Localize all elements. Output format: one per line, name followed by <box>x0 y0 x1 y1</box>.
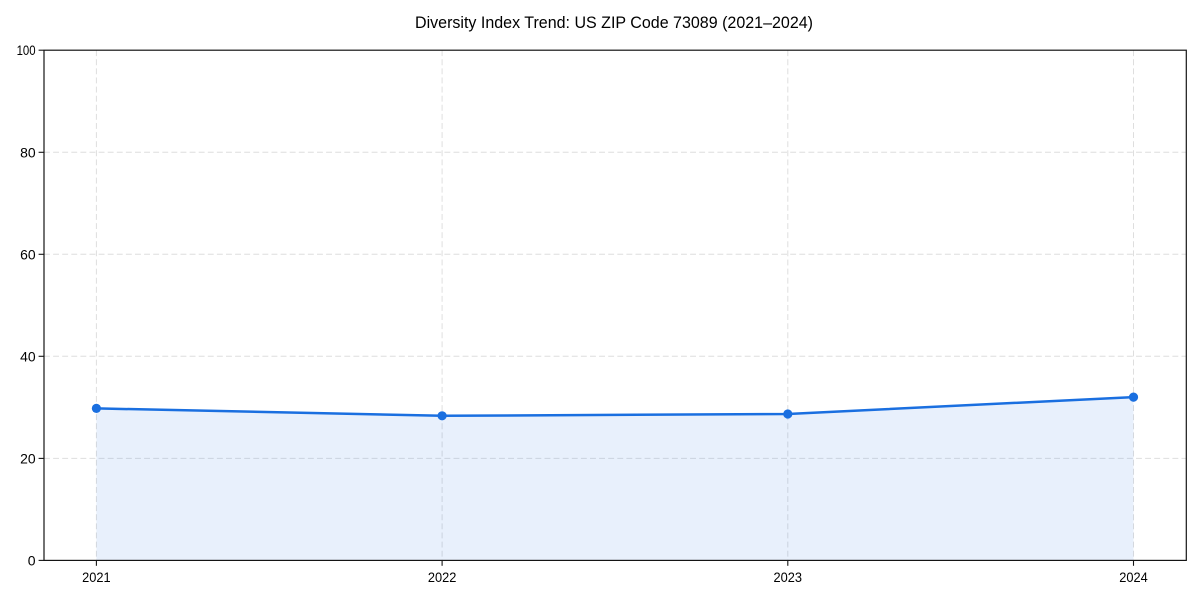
svg-text:0: 0 <box>28 552 36 568</box>
svg-text:2022: 2022 <box>428 569 457 585</box>
svg-text:Diversity Index Trend: US ZIP: Diversity Index Trend: US ZIP Code 73089… <box>415 14 813 32</box>
svg-text:60: 60 <box>20 246 36 262</box>
svg-text:80: 80 <box>20 144 36 160</box>
svg-text:2024: 2024 <box>1119 569 1148 585</box>
svg-text:40: 40 <box>20 348 36 364</box>
svg-text:100: 100 <box>17 42 36 58</box>
svg-text:2023: 2023 <box>774 569 803 585</box>
svg-text:2021: 2021 <box>82 569 111 585</box>
svg-text:20: 20 <box>20 450 36 466</box>
